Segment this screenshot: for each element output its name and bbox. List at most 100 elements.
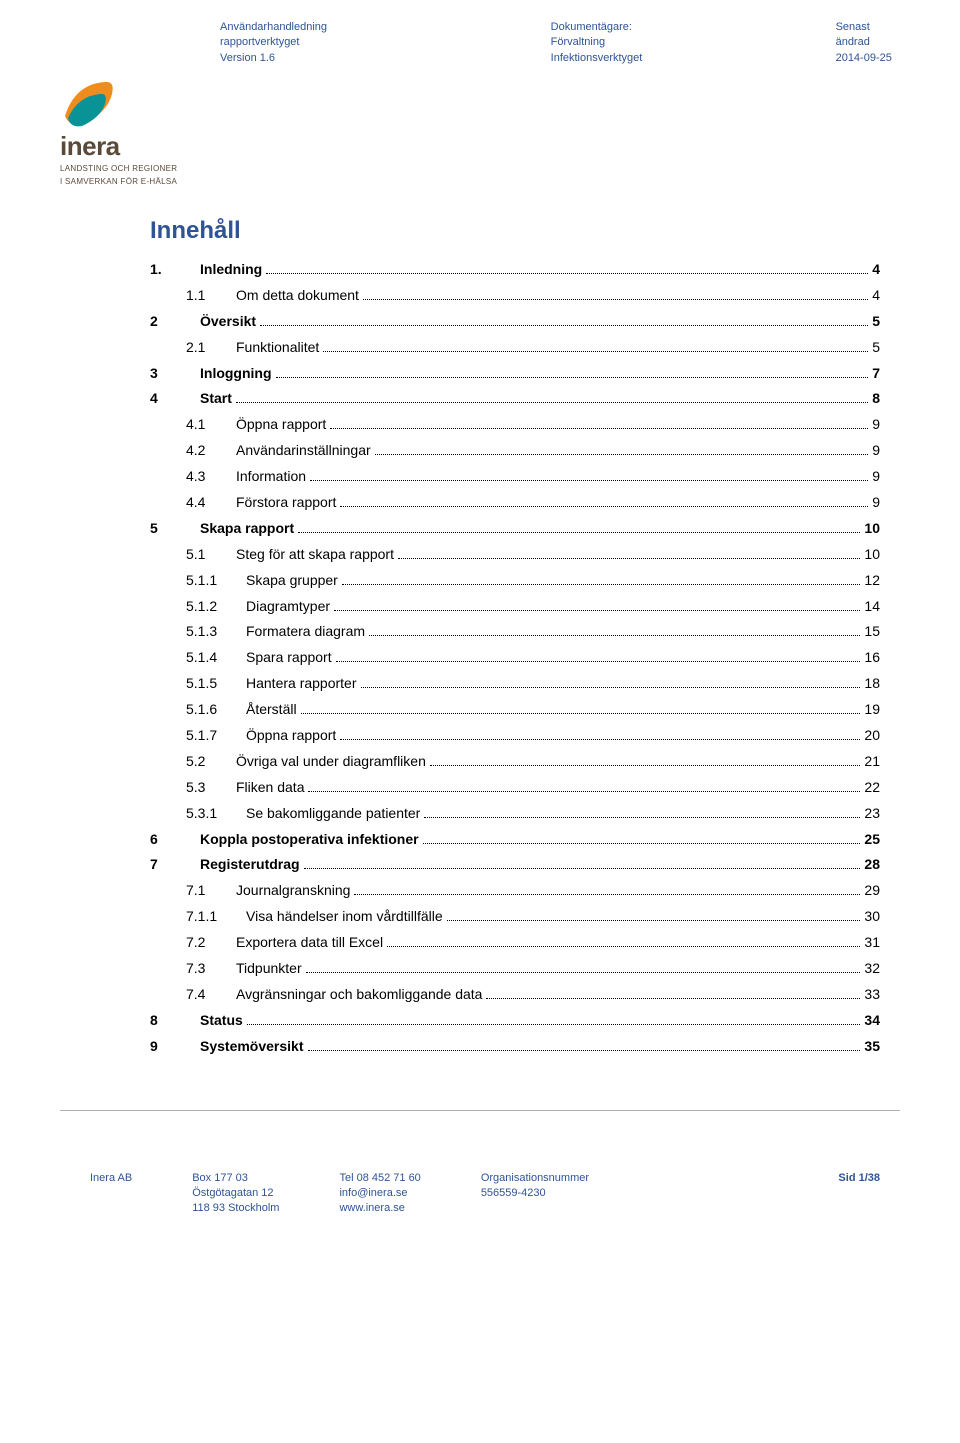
toc-page: 9	[872, 464, 880, 490]
logo-sub1: LANDSTING OCH REGIONER	[60, 164, 900, 174]
toc-leader-dots	[340, 506, 868, 507]
toc-label: Förstora rapport	[236, 490, 336, 516]
toc-page: 4	[872, 257, 880, 283]
toc-entry[interactable]: 7.4Avgränsningar och bakomliggande data3…	[186, 982, 880, 1008]
toc-entry[interactable]: 5.3Fliken data22	[186, 775, 880, 801]
toc-leader-dots	[387, 946, 860, 947]
footer-c3-l3: www.inera.se	[339, 1201, 420, 1216]
toc-entry[interactable]: 9Systemöversikt 35	[150, 1034, 880, 1060]
toc-num: 7.4	[186, 982, 236, 1008]
toc-entry[interactable]: 5.1.6Återställ19	[186, 697, 880, 723]
toc-leader-dots	[334, 610, 860, 611]
toc-page: 31	[864, 930, 880, 956]
toc-label: Systemöversikt	[200, 1034, 304, 1060]
toc-leader-dots	[423, 843, 861, 844]
toc-entry[interactable]: 6Koppla postoperativa infektioner25	[150, 827, 880, 853]
logo: inera LANDSTING OCH REGIONER I SAMVERKAN…	[60, 76, 900, 187]
toc-entry[interactable]: 4.2Användarinställningar9	[186, 438, 880, 464]
toc-entry[interactable]: 7.3Tidpunkter32	[186, 956, 880, 982]
toc-num: 1.	[150, 257, 200, 283]
toc-num: 5.2	[186, 749, 236, 775]
toc-label: Exportera data till Excel	[236, 930, 383, 956]
toc-page: 35	[864, 1034, 880, 1060]
toc-entry[interactable]: 7.1.1Visa händelser inom vårdtillfälle30	[186, 904, 880, 930]
footer-divider	[60, 1110, 900, 1111]
toc-page: 8	[872, 386, 880, 412]
toc-num: 5.1.1	[186, 568, 246, 594]
toc-entry[interactable]: 4.1Öppna rapport9	[186, 412, 880, 438]
toc-leader-dots	[298, 532, 860, 533]
toc-label: Övriga val under diagramfliken	[236, 749, 426, 775]
toc-num: 5.1.3	[186, 619, 246, 645]
toc-num: 8	[150, 1008, 200, 1034]
toc-num: 4	[150, 386, 200, 412]
toc-leader-dots	[308, 791, 860, 792]
toc-entry[interactable]: 5Skapa rapport10	[150, 516, 880, 542]
toc-page: 23	[864, 801, 880, 827]
toc-page: 16	[864, 645, 880, 671]
toc-label: Funktionalitet	[236, 335, 319, 361]
toc-page: 29	[864, 878, 880, 904]
toc-leader-dots	[276, 377, 869, 378]
toc-label: Inledning	[200, 257, 262, 283]
toc-num: 7.1	[186, 878, 236, 904]
toc-entry[interactable]: 1.Inledning 4	[150, 257, 880, 283]
toc-entry[interactable]: 2.1Funktionalitet5	[186, 335, 880, 361]
toc-num: 6	[150, 827, 200, 853]
toc-leader-dots	[247, 1024, 861, 1025]
toc-label: Journalgranskning	[236, 878, 350, 904]
toc-entry[interactable]: 5.1.2Diagramtyper14	[186, 594, 880, 620]
toc-entry[interactable]: 4Start8	[150, 386, 880, 412]
footer-c4: Organisationsnummer 556559-4230	[481, 1171, 589, 1217]
toc-entry[interactable]: 4.3Information9	[186, 464, 880, 490]
header-mid-l2: Infektionsverktyget	[551, 51, 676, 66]
footer-c3: Tel 08 452 71 60 info@inera.se www.inera…	[339, 1171, 420, 1217]
doc-header: Användarhandledning rapportverktyget Ver…	[60, 20, 900, 66]
toc-leader-dots	[266, 273, 868, 274]
toc-page: 9	[872, 412, 880, 438]
toc-entry[interactable]: 7Registerutdrag 28	[150, 852, 880, 878]
toc-page: 5	[872, 335, 880, 361]
toc-leader-dots	[363, 299, 868, 300]
toc-label: Formatera diagram	[246, 619, 365, 645]
toc-page: 19	[864, 697, 880, 723]
toc-entry[interactable]: 5.3.1Se bakomliggande patienter23	[186, 801, 880, 827]
toc-entry[interactable]: 5.1.5Hantera rapporter18	[186, 671, 880, 697]
toc-page: 5	[872, 309, 880, 335]
toc-num: 5	[150, 516, 200, 542]
toc-num: 4.1	[186, 412, 236, 438]
toc-page: 21	[864, 749, 880, 775]
toc-entry[interactable]: 7.2Exportera data till Excel31	[186, 930, 880, 956]
toc-entry[interactable]: 4.4Förstora rapport9	[186, 490, 880, 516]
header-left-l1: Användarhandledning rapportverktyget	[220, 20, 391, 51]
toc-leader-dots	[301, 713, 861, 714]
toc-label: Fliken data	[236, 775, 304, 801]
toc-page: 15	[864, 619, 880, 645]
toc-entry[interactable]: 5.1Steg för att skapa rapport10	[186, 542, 880, 568]
toc-entry[interactable]: 8Status34	[150, 1008, 880, 1034]
toc-num: 9	[150, 1034, 200, 1060]
toc-entry[interactable]: 1.1Om detta dokument4	[186, 283, 880, 309]
toc-label: Inloggning	[200, 361, 272, 387]
header-mid-l1: Dokumentägare: Förvaltning	[551, 20, 676, 51]
toc-leader-dots	[336, 661, 861, 662]
inera-swoosh-icon	[60, 76, 120, 131]
toc-entry[interactable]: 5.1.3Formatera diagram 15	[186, 619, 880, 645]
toc-entry[interactable]: 2Översikt5	[150, 309, 880, 335]
toc-leader-dots	[361, 687, 861, 688]
toc-num: 7.3	[186, 956, 236, 982]
toc-page: 28	[864, 852, 880, 878]
toc-entry[interactable]: 5.2Övriga val under diagramfliken 21	[186, 749, 880, 775]
toc-entry[interactable]: 3Inloggning7	[150, 361, 880, 387]
toc-page: 34	[864, 1008, 880, 1034]
toc-page: 22	[864, 775, 880, 801]
toc-label: Registerutdrag	[200, 852, 300, 878]
toc-page: 12	[864, 568, 880, 594]
toc-entry[interactable]: 5.1.4Spara rapport16	[186, 645, 880, 671]
toc-entry[interactable]: 5.1.1Skapa grupper12	[186, 568, 880, 594]
toc-page: 32	[864, 956, 880, 982]
toc-entry[interactable]: 7.1Journalgranskning 29	[186, 878, 880, 904]
toc-label: Om detta dokument	[236, 283, 359, 309]
toc-entry[interactable]: 5.1.7Öppna rapport20	[186, 723, 880, 749]
toc-num: 7	[150, 852, 200, 878]
